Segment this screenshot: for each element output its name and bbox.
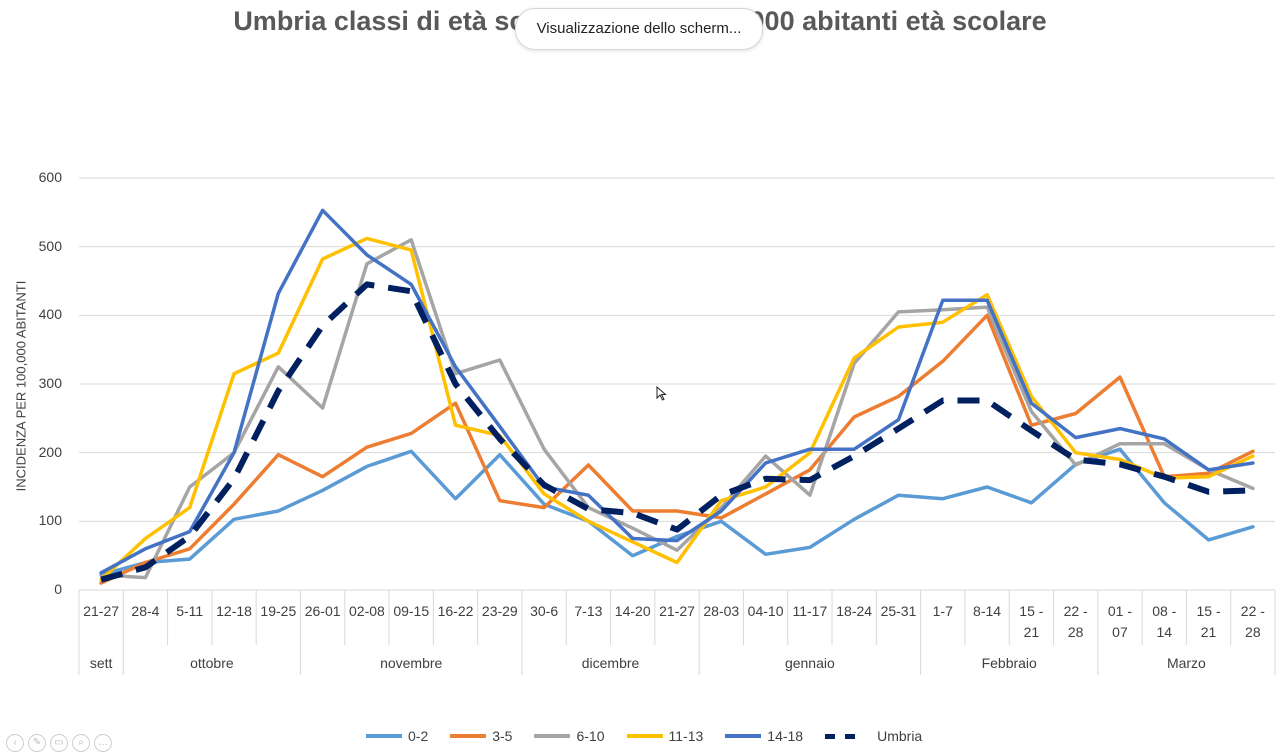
x-tick-label: 30-6 (530, 603, 559, 619)
legend-swatch (534, 734, 571, 738)
x-tick-label: 04-10 (747, 603, 784, 619)
x-tick-label: 25-31 (880, 603, 917, 619)
zoom-icon[interactable]: ⌕ (72, 734, 90, 752)
legend-item: 6-10 (534, 728, 605, 744)
month-label: Marzo (1166, 655, 1206, 671)
month-label: gennaio (784, 655, 835, 671)
legend-label: 14-18 (767, 728, 804, 744)
legend-item: 14-18 (725, 728, 803, 744)
legend-swatch (366, 734, 402, 738)
pen-icon[interactable]: ✎ (28, 734, 46, 752)
month-label: dicembre (581, 655, 640, 671)
series-line-11-13 (99, 236, 1255, 582)
month-label: novembre (380, 655, 443, 671)
more-options-icon[interactable]: … (94, 734, 112, 752)
x-tick-label: 14-20 (614, 603, 651, 619)
month-label: ottobre (190, 655, 234, 671)
chart-legend: 0-2 3-5 6-10 11-13 14-18 Umbria (366, 728, 944, 744)
series-line-3-5 (99, 313, 1255, 585)
y-tick-label: 0 (54, 581, 62, 597)
legend-swatch (626, 734, 663, 738)
legend-label: 3-5 (492, 728, 513, 744)
presentation-toolbar: ‹ ✎ ▭ ⌕ … (6, 734, 112, 752)
x-tick-label: 19-25 (260, 603, 297, 619)
x-tick-label: 12-18 (216, 603, 252, 619)
y-tick-label: 300 (38, 375, 62, 391)
x-tick-label: 18-24 (836, 603, 873, 619)
legend-swatch (725, 734, 762, 738)
x-tick-label: 23-29 (481, 603, 518, 619)
legend-swatch (825, 733, 856, 739)
x-tick-label: 16-22 (437, 603, 474, 619)
y-tick-label: 500 (38, 237, 62, 254)
x-tick-label: 7-13 (574, 603, 603, 619)
legend-label: 11-13 (668, 728, 704, 744)
x-tick-label: 21-27 (83, 603, 120, 619)
legend-item: 0-2 (366, 728, 428, 744)
legend-item: 11-13 (626, 728, 704, 744)
x-tick-label: 28-4 (131, 603, 160, 619)
x-tick-label: 1-7 (932, 603, 953, 619)
mouse-cursor-icon (656, 386, 667, 401)
month-label: sett (89, 655, 113, 671)
gridlines (79, 177, 1275, 591)
x-tick-label: 22 - 28 (1063, 603, 1088, 640)
x-tick-label: 11-17 (792, 603, 828, 619)
x-tick-label: 8-14 (973, 603, 1002, 619)
x-tick-label: 09-15 (393, 603, 430, 619)
y-tick-label: 100 (38, 512, 62, 529)
legend-label: 0-2 (408, 728, 429, 744)
x-tick-label: 26-01 (304, 603, 341, 619)
screen-view-tooltip: Visualizzazione dello scherm... (515, 8, 763, 50)
series-lines (99, 208, 1255, 585)
x-tick-label: 02-08 (349, 603, 385, 619)
legend-label: 6-10 (576, 728, 605, 744)
y-tick-label: 400 (38, 306, 62, 323)
legend-label: Umbria (877, 728, 923, 744)
legend-item: 3-5 (450, 728, 512, 744)
y-tick-label: 600 (38, 169, 62, 185)
x-tick-label: 01 - 07 (1107, 603, 1133, 640)
category-axis (78, 590, 1276, 675)
x-tick-label: 21-27 (659, 603, 695, 619)
x-tick-label: 28-03 (703, 603, 740, 619)
previous-icon[interactable]: ‹ (6, 734, 24, 752)
series-line-umbria (100, 281, 1253, 583)
x-tick-label: 08 - 14 (1152, 603, 1177, 640)
slides-icon[interactable]: ▭ (50, 734, 68, 752)
x-tick-label: 22 - 28 (1240, 603, 1265, 640)
x-tick-label: 5-11 (176, 603, 204, 619)
y-tick-label: 200 (38, 443, 62, 460)
legend-item: Umbria (825, 728, 922, 744)
month-label: Febbraio (981, 655, 1037, 671)
series-line-14-18 (99, 208, 1255, 575)
series-line-0-2 (99, 447, 1255, 577)
x-tick-label: 15 - 21 (1019, 603, 1044, 640)
x-tick-label: 15 - 21 (1196, 603, 1221, 640)
legend-swatch (450, 734, 487, 738)
